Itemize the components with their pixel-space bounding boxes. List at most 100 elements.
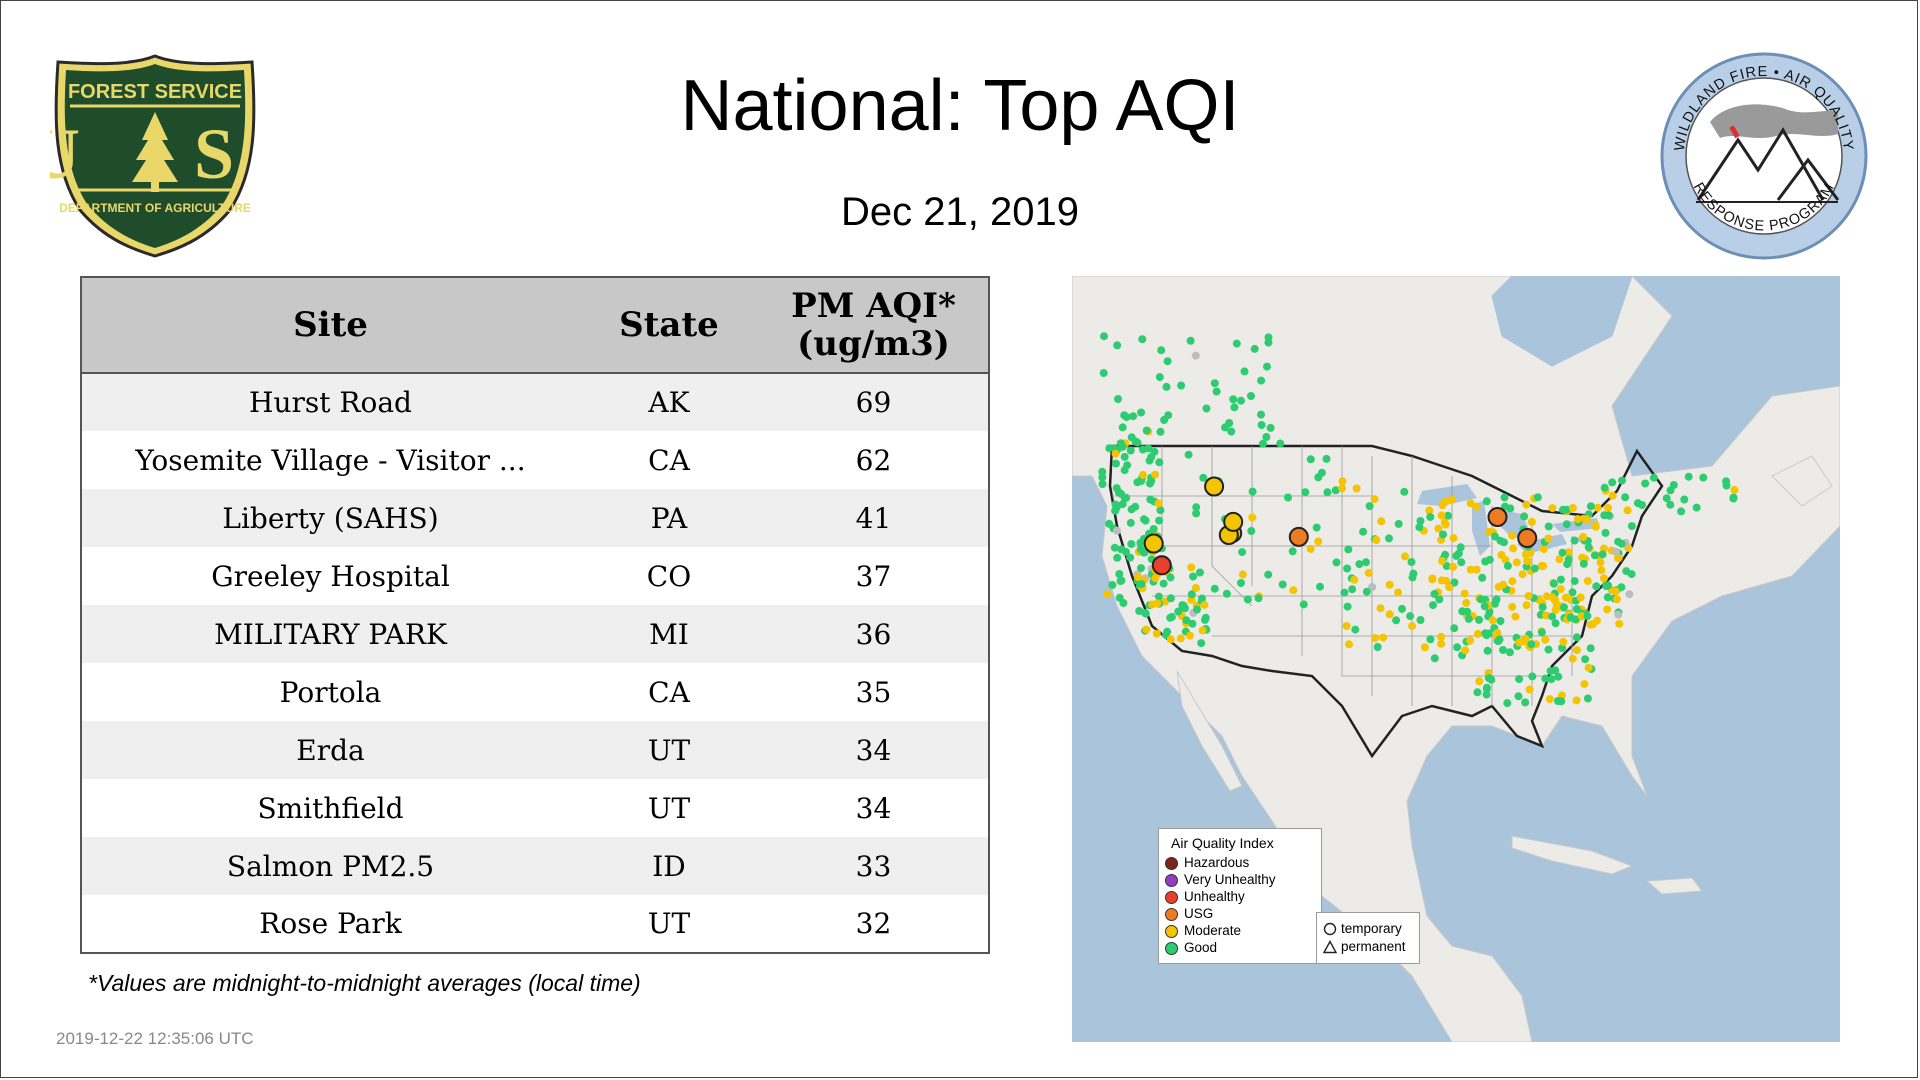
monitor-dot: [1508, 602, 1517, 611]
monitor-dot: [1248, 513, 1257, 522]
monitor-dot: [1262, 433, 1271, 441]
cell-aqi: 33: [855, 849, 892, 883]
monitor-dot: [1435, 595, 1444, 604]
monitor-dot: [1511, 612, 1520, 621]
footnote: *Values are midnight-to-midnight average…: [88, 970, 641, 996]
monitor-dot: [1488, 616, 1497, 625]
monitor-dot: [1118, 423, 1127, 432]
monitor-dot: [1238, 570, 1247, 579]
monitor-dot: [1458, 607, 1467, 616]
aqi-map: Air Quality Index Hazardous Very Unhealt…: [1072, 276, 1840, 1042]
cell-site: Erda: [296, 733, 365, 767]
monitor-dot: [1454, 549, 1463, 558]
monitor-dot: [1544, 522, 1553, 531]
monitor-dot: [1243, 595, 1252, 604]
monitor-dot: [1546, 667, 1555, 676]
monitor-dot: [1597, 566, 1606, 575]
monitor-dot: [1289, 586, 1298, 595]
featured-sites: [1143, 476, 1538, 576]
aqi-map-canvas: [1072, 276, 1840, 1042]
monitor-dot: [1564, 548, 1573, 557]
cell-site: Yosemite Village - Visitor ...: [135, 443, 526, 477]
monitor-dot: [1284, 493, 1292, 502]
monitor-dot: [1699, 473, 1708, 482]
monitor-dot: [1457, 558, 1466, 567]
monitor-dot: [1528, 672, 1537, 681]
monitor-dot: [1613, 595, 1621, 604]
cell-site: Portola: [279, 675, 382, 709]
monitor-dot: [1437, 511, 1446, 520]
monitor-dot: [1500, 538, 1508, 547]
hispaniola: [1645, 877, 1703, 895]
monitor-dot: [1122, 413, 1131, 421]
featured-site-marker: [1143, 533, 1164, 554]
cell-site: Liberty (SAHS): [222, 501, 439, 535]
monitor-dot: [1257, 410, 1265, 419]
monitor-dot: [1557, 697, 1566, 706]
header-pm-aqi-line2: (ug/m3): [797, 324, 950, 364]
monitor-dot: [1505, 648, 1514, 657]
monitor-dot: [1568, 654, 1577, 663]
monitor-dot: [1641, 479, 1650, 488]
monitor-dot: [1533, 493, 1542, 502]
monitor-dot: [1394, 588, 1403, 597]
monitor-dot: [1503, 561, 1512, 570]
us-border: [1108, 444, 1664, 759]
top-aqi-table: Site State PM AQI* (ug/m3) Hurst Road AK 6…: [80, 276, 990, 954]
monitor-dot: [1350, 575, 1359, 584]
monitor-dot: [1621, 493, 1630, 502]
monitor-dot: [1464, 614, 1473, 623]
monitor-dot: [1568, 504, 1577, 512]
monitor-dot: [1586, 502, 1595, 511]
cell-aqi: 34: [855, 791, 892, 825]
monitor-dot: [1122, 493, 1131, 502]
monitor-dot: [1162, 382, 1171, 391]
monitor-dot: [1602, 582, 1611, 590]
monitor-dot: [1559, 637, 1568, 646]
monitor-dot: [1548, 612, 1557, 621]
monitor-dot: [1174, 607, 1183, 616]
monitor-dot: [1518, 570, 1527, 579]
monitor-dot: [1342, 622, 1351, 630]
cell-site: Salmon PM2.5: [226, 849, 435, 883]
monitor-dot: [1138, 335, 1147, 344]
monitor-dot: [1527, 517, 1536, 526]
cell-site: Rose Park: [259, 907, 402, 940]
monitor-dot: [1450, 624, 1459, 633]
monitor-dot: [1111, 506, 1120, 515]
monitor-dot: [1394, 519, 1403, 528]
monitor-dot: [1406, 612, 1415, 621]
monitor-dot: [1115, 570, 1124, 578]
monitor-dot: [1669, 481, 1678, 489]
monitor-dot: [1343, 602, 1352, 611]
monitor-dot: [1522, 601, 1531, 610]
monitor-dot: [1509, 544, 1518, 553]
monitor-dot: [1184, 450, 1193, 459]
table-row: Erda UT 34: [81, 721, 989, 779]
monitor-dot: [1316, 582, 1324, 591]
monitor-dot: [1562, 520, 1571, 529]
legend-label: USG: [1184, 906, 1214, 921]
monitor-dot: [1137, 408, 1146, 417]
monitor-dot: [1137, 564, 1145, 573]
monitor-dot: [1559, 505, 1567, 514]
monitor-dot: [1579, 533, 1588, 541]
monitor-dot: [1572, 605, 1581, 613]
monitor-dot: [1112, 459, 1120, 468]
monitor-dot: [1482, 497, 1491, 506]
monitor-dots: [1098, 332, 1739, 708]
moderate-dot-icon: [1165, 924, 1178, 938]
monitor-dot: [1557, 691, 1566, 700]
monitor-dot: [1152, 629, 1161, 638]
monitor-dot: [1247, 527, 1256, 535]
monitor-dot: [1126, 446, 1135, 455]
monitor-dot: [1227, 427, 1236, 436]
monitor-dot: [1105, 519, 1114, 528]
header-pm-aqi: PM AQI* (ug/m3): [759, 277, 989, 374]
monitor-dot: [1263, 362, 1271, 371]
monitor-dot: [1438, 557, 1447, 565]
monitor-dot: [1551, 619, 1560, 628]
monitor-dot: [1649, 473, 1658, 482]
monitor-dot: [1525, 685, 1534, 694]
monitor-dot: [1221, 423, 1229, 432]
